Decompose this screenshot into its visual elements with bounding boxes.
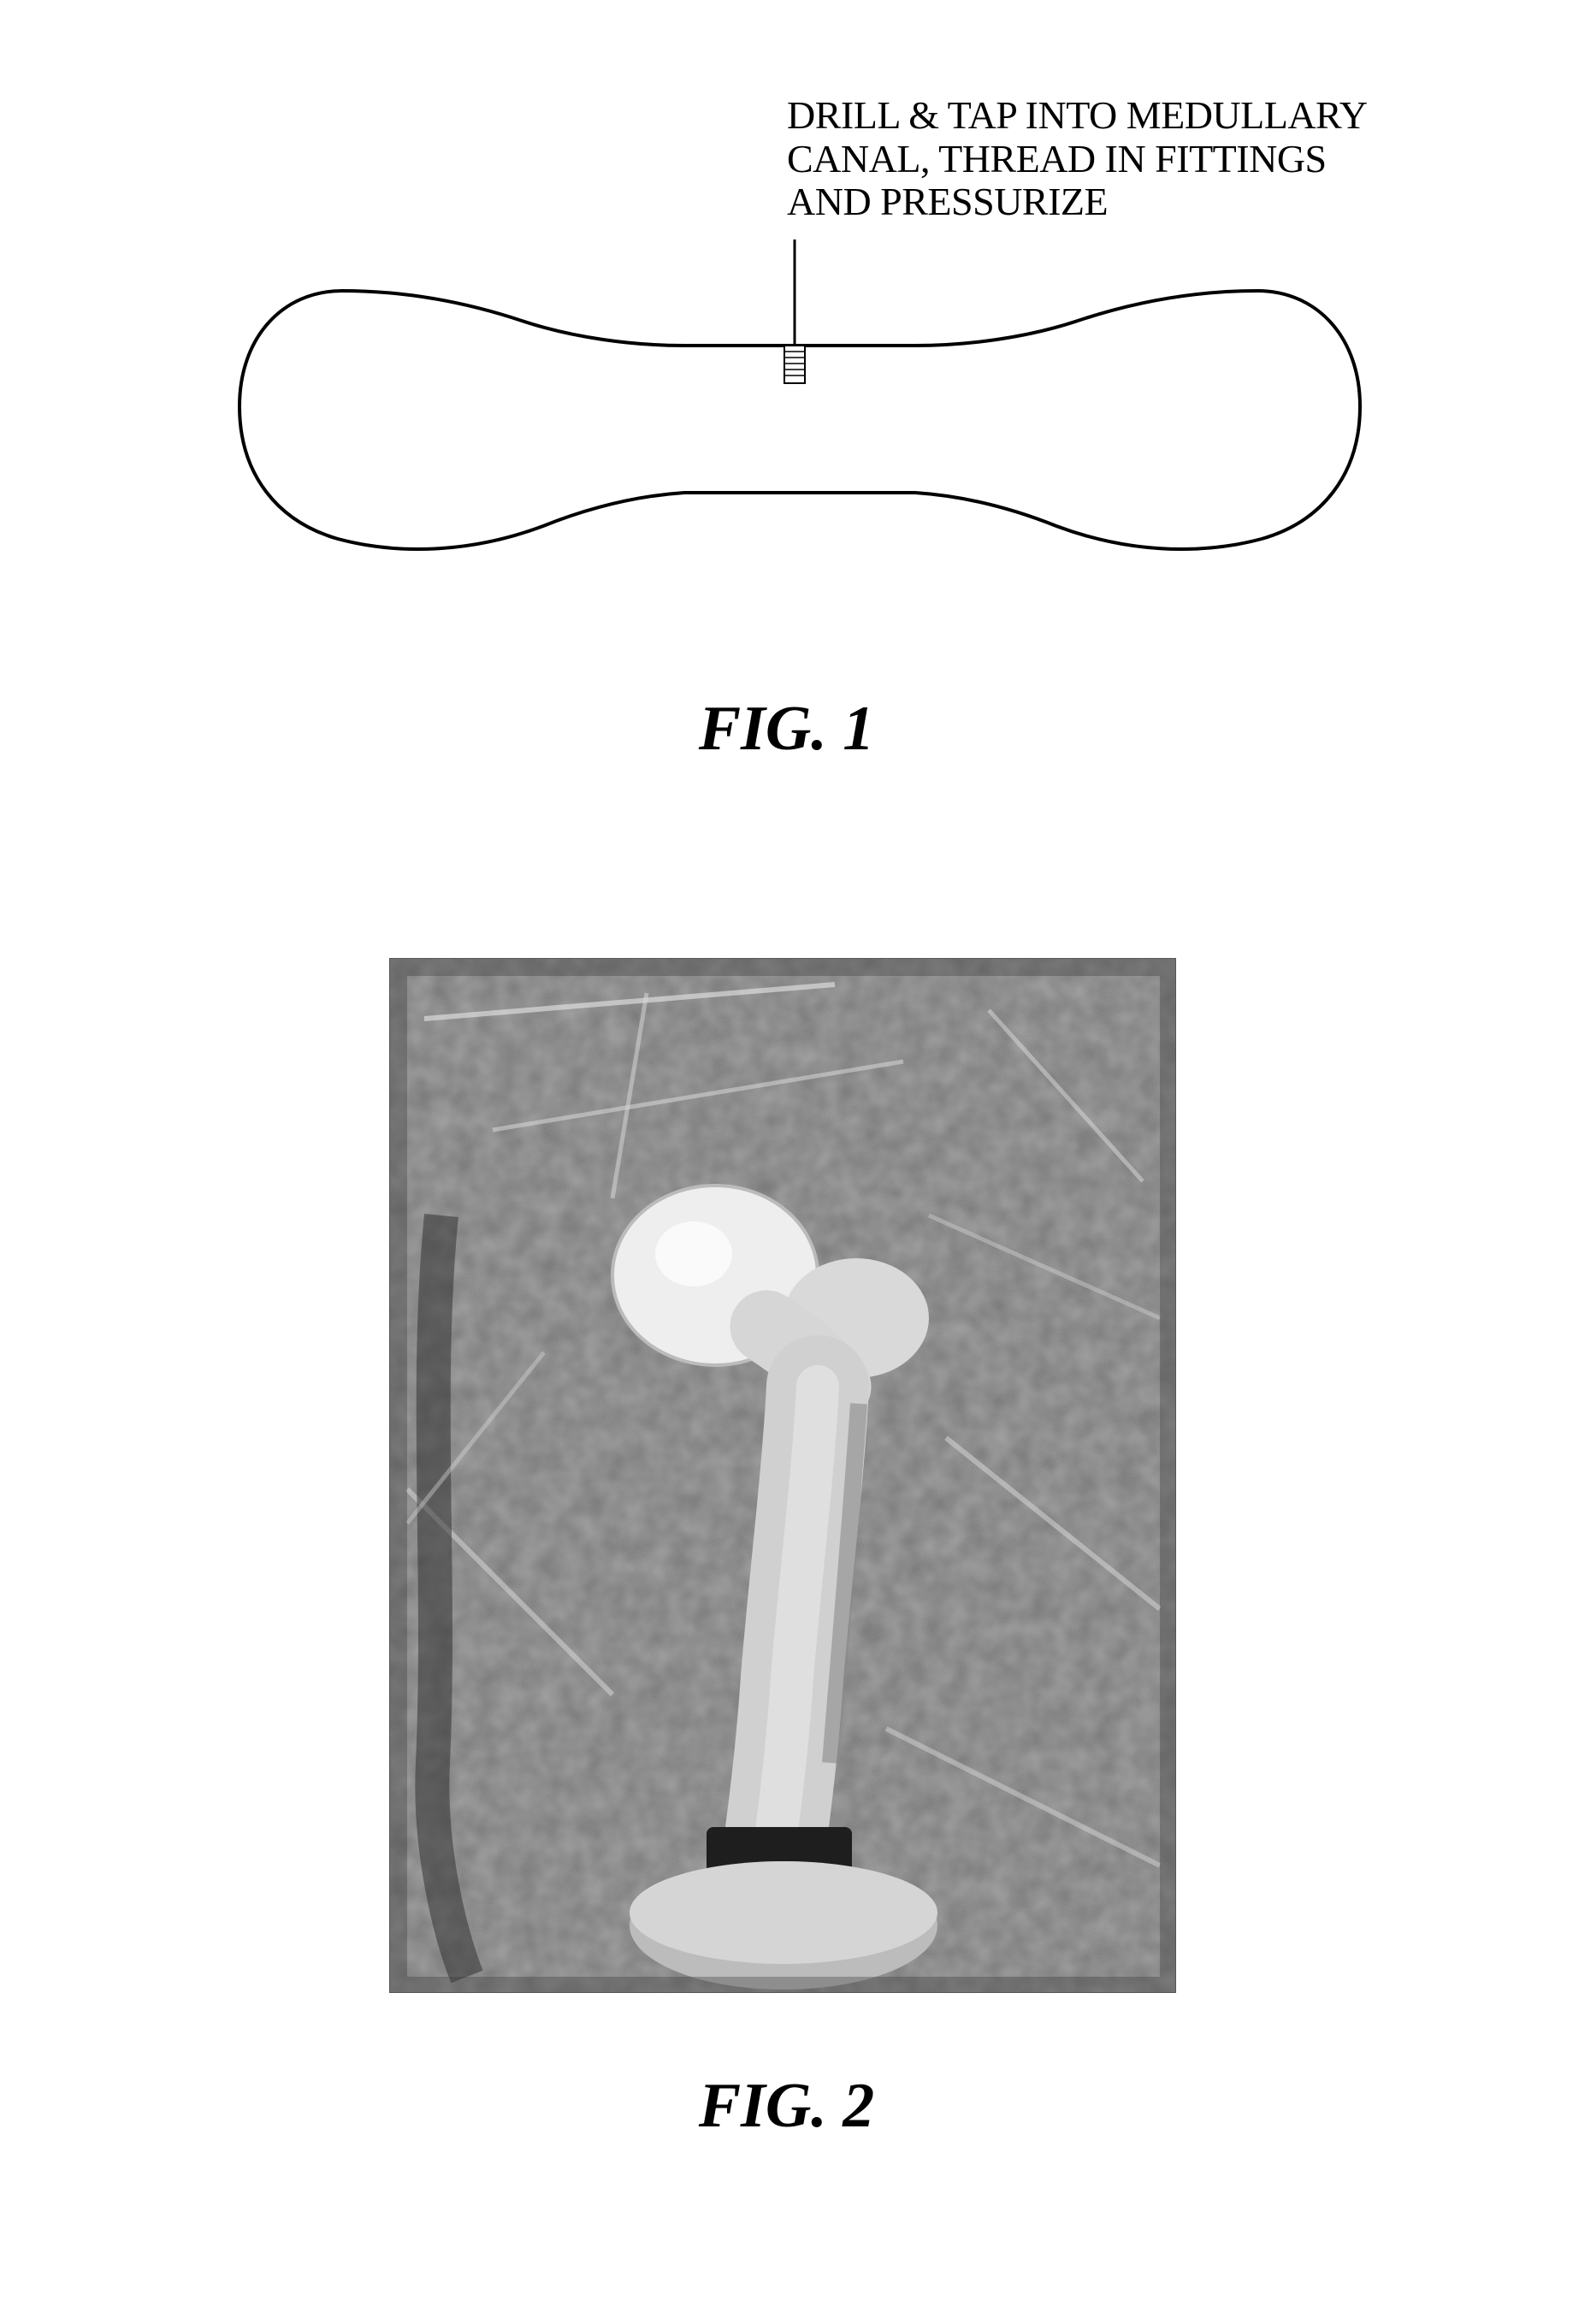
figure-1-caption: FIG. 1 <box>0 693 1573 766</box>
fitting-insert <box>784 346 805 383</box>
annotation-line-2: CANAL, THREAD IN FITTINGS <box>787 137 1327 180</box>
figure-2-photo <box>389 958 1176 1993</box>
figure-1-annotation: DRILL & TAP INTO MEDULLARY CANAL, THREAD… <box>787 94 1367 224</box>
annotation-line-3: AND PRESSURIZE <box>787 180 1108 223</box>
bone-diagram <box>222 239 1377 616</box>
figure-2-caption: FIG. 2 <box>0 2070 1573 2143</box>
figure-2-area: FIG. 2 <box>0 958 1573 2241</box>
annotation-line-1: DRILL & TAP INTO MEDULLARY <box>787 93 1367 137</box>
photo-svg <box>390 959 1176 1993</box>
bone-outline <box>239 291 1360 549</box>
page-container: DRILL & TAP INTO MEDULLARY CANAL, THREAD… <box>0 0 1573 2324</box>
figure-1-area: DRILL & TAP INTO MEDULLARY CANAL, THREAD… <box>0 68 1573 838</box>
